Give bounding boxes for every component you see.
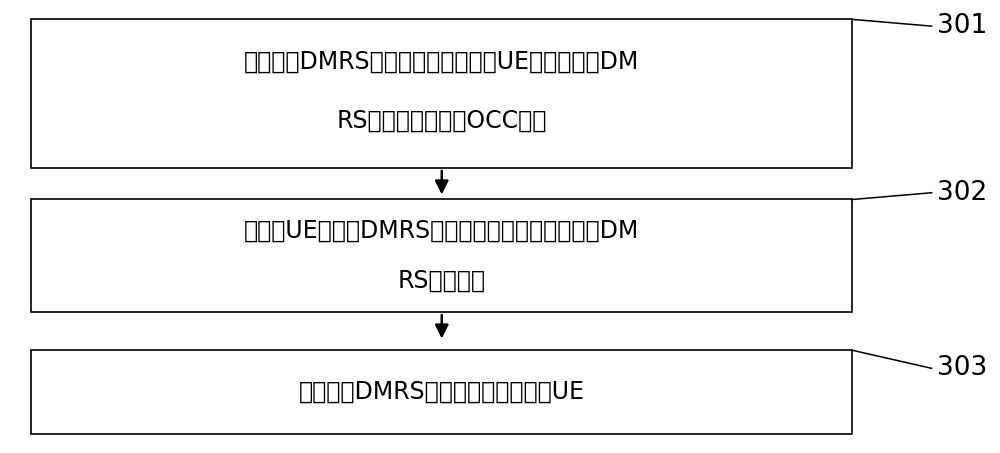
Text: 302: 302 (937, 180, 987, 206)
Bar (31, 19, 852, 168)
Text: 基站根据DMRS配置参数指示表，为UE分配指定的DM: 基站根据DMRS配置参数指示表，为UE分配指定的DM (244, 50, 639, 74)
Text: 根据为UE分配的DMRS配置参数信息，生成对应的DM: 根据为UE分配的DMRS配置参数信息，生成对应的DM (244, 219, 639, 243)
Text: RS端口、层数以及OCC长度: RS端口、层数以及OCC长度 (337, 109, 547, 133)
Text: 将生成的DMRS指示信息发送给对应UE: 将生成的DMRS指示信息发送给对应UE (299, 380, 585, 404)
Text: RS指示信息: RS指示信息 (398, 269, 486, 293)
Bar (31, 199, 852, 312)
Bar (31, 350, 852, 434)
Text: 303: 303 (937, 355, 987, 381)
Text: 301: 301 (937, 13, 987, 39)
